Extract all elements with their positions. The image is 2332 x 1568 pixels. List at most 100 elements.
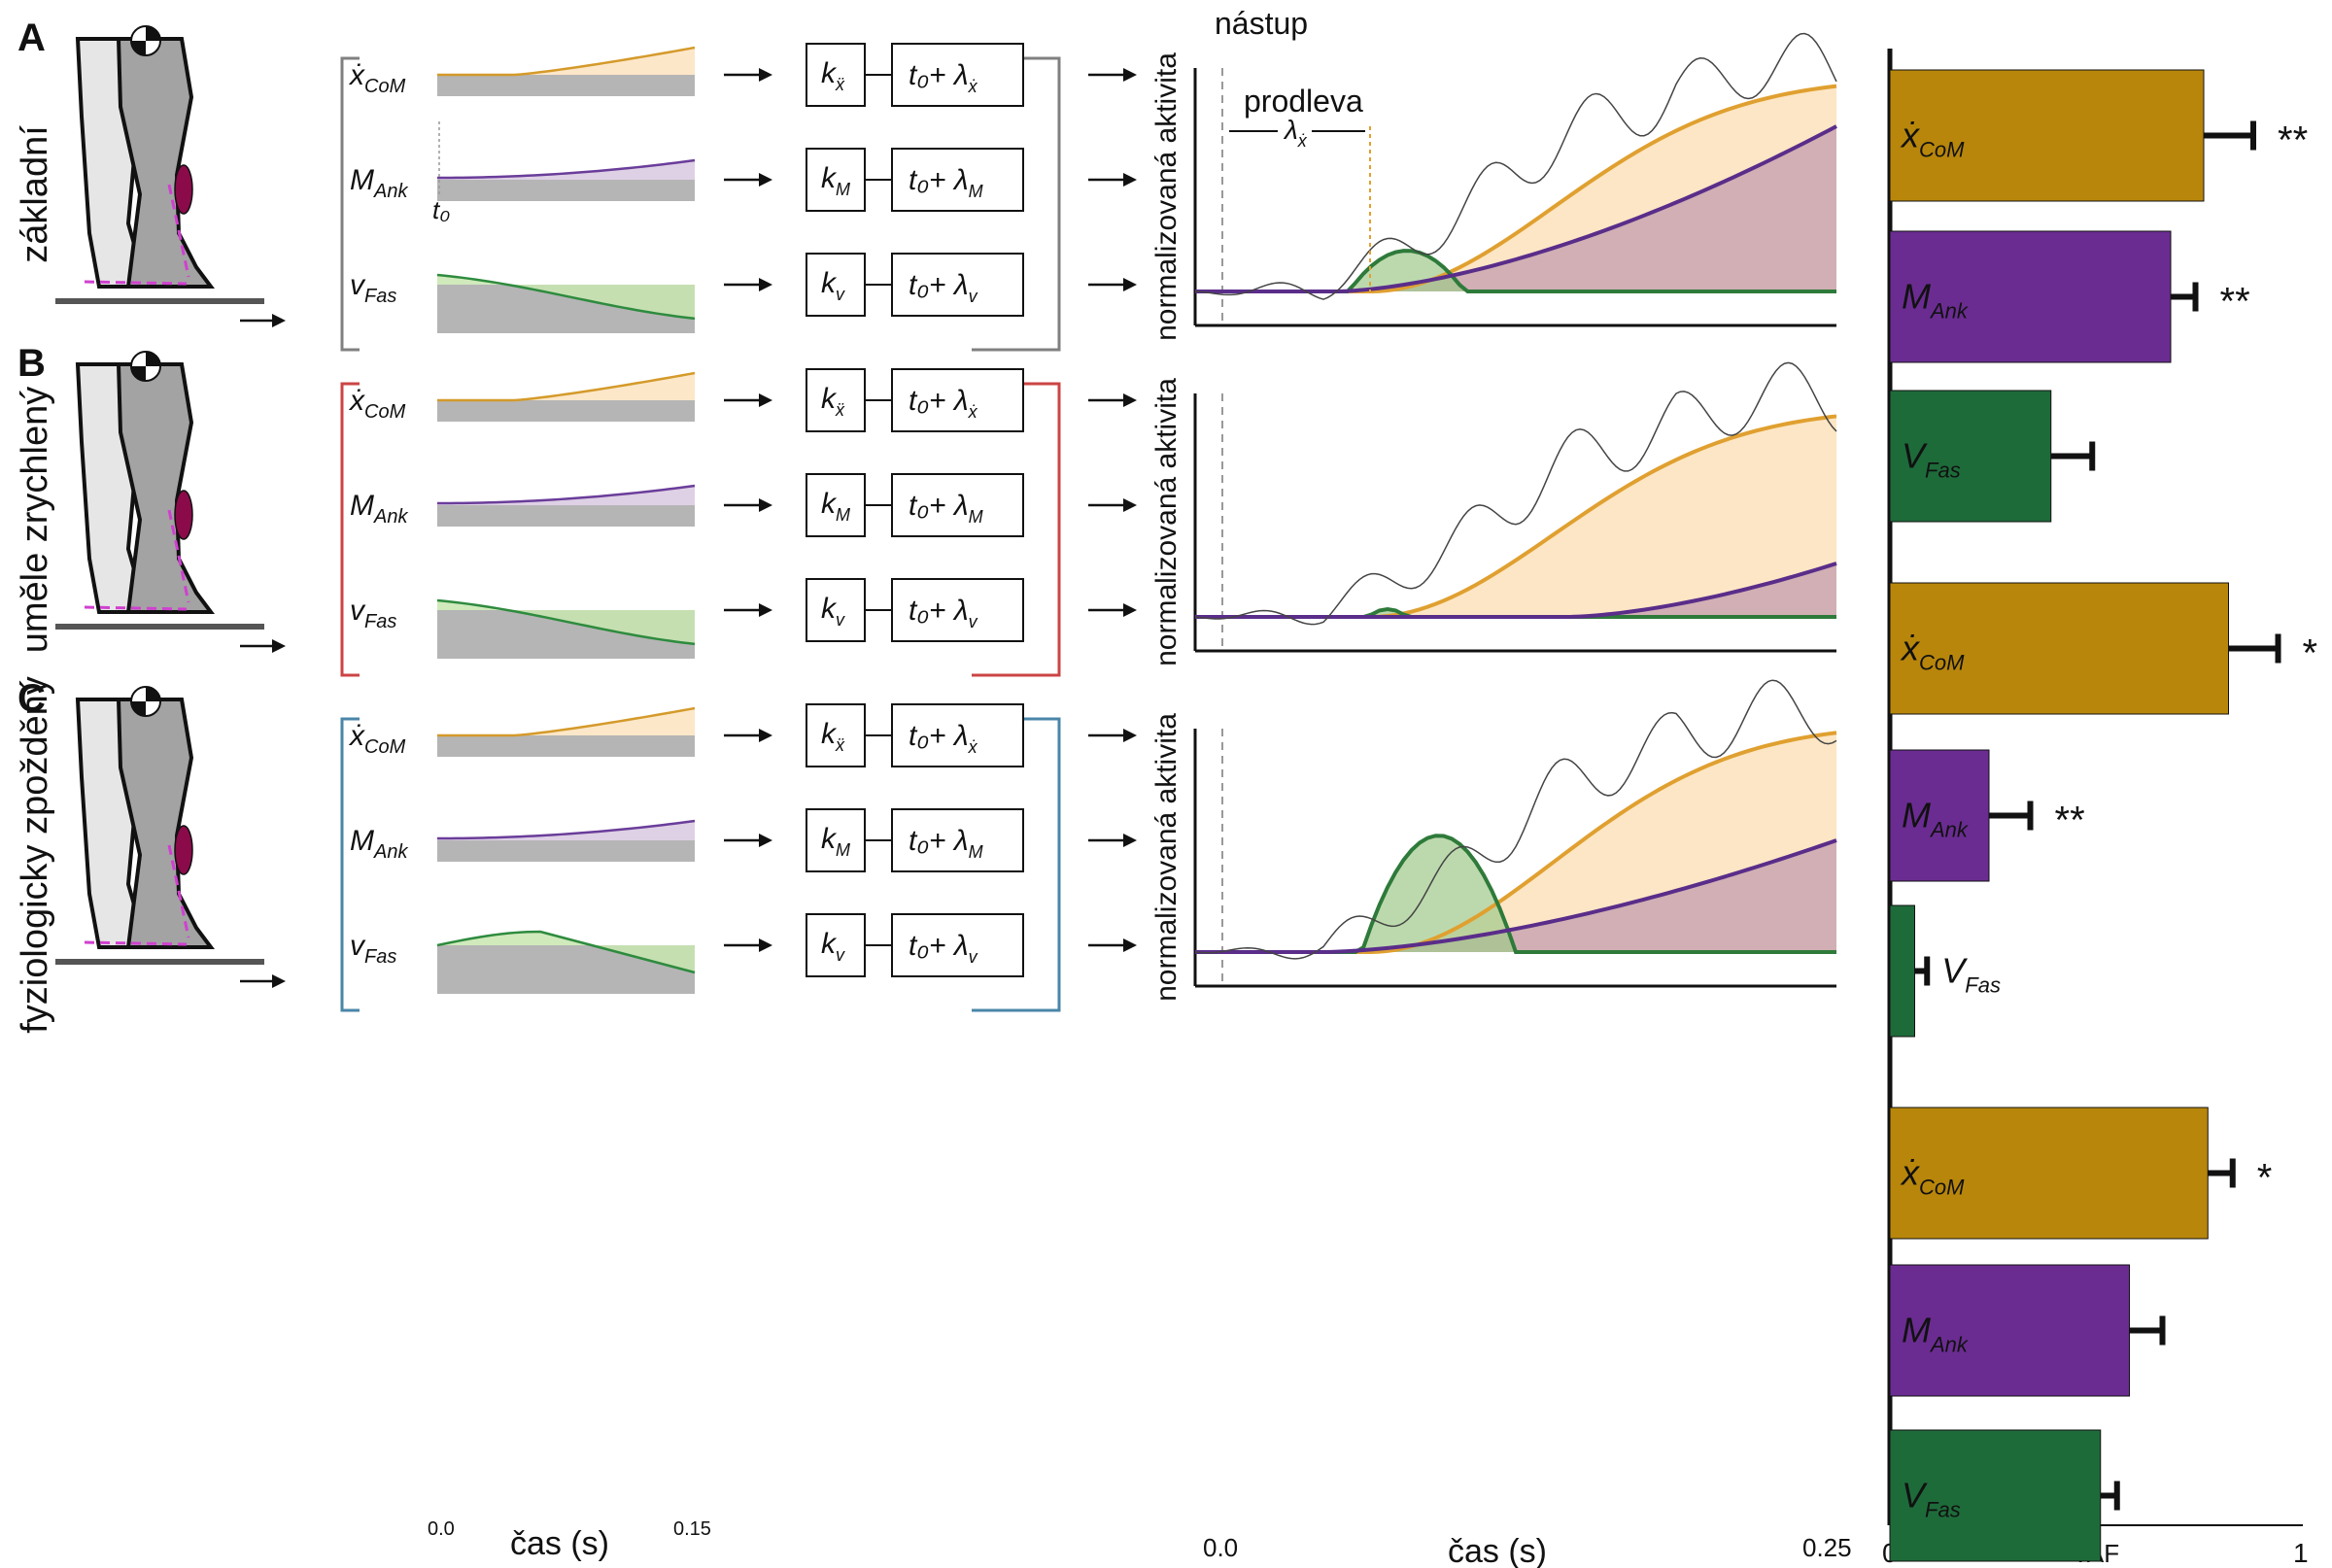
signal-trace xyxy=(436,819,696,840)
delay-label: t₀+ λv xyxy=(909,930,978,967)
ank-activity-area xyxy=(1195,126,1836,291)
delay-label: t₀+ λv xyxy=(909,269,978,306)
delay-subscript: ẋ xyxy=(968,402,978,422)
row-com: ẋCoM kẍ t₀+ λẋ xyxy=(348,368,1137,432)
arrow-to-emg-head xyxy=(1123,498,1137,512)
front-leg xyxy=(116,37,215,289)
delay-subscript: M xyxy=(969,182,983,201)
measured-emg-trace xyxy=(1194,32,1837,300)
panel-letter: A xyxy=(17,17,46,59)
delay-label: t₀+ λẋ xyxy=(909,385,978,422)
lambda-subscript: ẋ xyxy=(1297,131,1308,151)
vaf-bar: ẋCoM ** xyxy=(1889,69,2308,202)
front-leg xyxy=(116,362,215,614)
delay-subscript: M xyxy=(969,842,983,862)
signal-trace xyxy=(436,273,696,321)
row-ank: MAnk kM t₀+ λM xyxy=(350,473,1137,537)
arrow-to-emg-head xyxy=(1123,393,1137,407)
arrow-to-gain-head xyxy=(759,173,772,187)
vaf-bar-rect xyxy=(1889,230,2172,363)
vaf-bar-label-sub: Ank xyxy=(1929,299,1969,324)
panel-letter: C xyxy=(17,677,46,720)
leg-illustration xyxy=(55,25,286,327)
arrow-to-emg-head xyxy=(1123,834,1137,847)
kin-tick-start: 0.0 xyxy=(428,1518,455,1540)
signal-label: vFas xyxy=(350,269,396,307)
signal-subscript: CoM xyxy=(364,736,406,758)
baseline-fill xyxy=(437,735,695,757)
signal-trace xyxy=(436,484,696,505)
ank-activity-area xyxy=(1195,840,1836,952)
delay-box xyxy=(891,808,1024,872)
gain-box xyxy=(806,473,866,537)
gain-box xyxy=(806,913,866,977)
vaf-bar-rect xyxy=(1889,69,2205,202)
emg-plot: normalizovaná aktivita xyxy=(1150,361,1837,666)
leg-illustration xyxy=(55,686,286,988)
vaf-bar-label-sub: CoM xyxy=(1919,651,1965,675)
arrow-to-emg-head xyxy=(1123,938,1137,952)
com-quadrant-1 xyxy=(146,687,160,701)
gain-subscript: v xyxy=(836,285,845,304)
signal-area xyxy=(437,486,695,505)
row-fas: vFas kv t₀+ λv xyxy=(350,913,1137,994)
arrow-to-gain-head xyxy=(759,834,772,847)
signal-trace xyxy=(436,158,696,180)
kin-tick-end: 0.15 xyxy=(673,1518,711,1540)
gain-box xyxy=(806,808,866,872)
vaf-bar: ẋCoM * xyxy=(1889,1107,2272,1240)
significance-marker: * xyxy=(2303,632,2318,675)
com-quadrant-2 xyxy=(131,366,146,381)
ank-activity-trace xyxy=(1195,124,1837,293)
signal-subscript: Fas xyxy=(364,946,396,968)
treadmill-direction-arrow-head xyxy=(272,639,286,653)
signal-trace xyxy=(437,371,696,402)
t0-label: t₀ xyxy=(432,195,450,224)
condition-label: fyziologicky zpožděný xyxy=(15,676,55,1034)
delay-label: t₀+ λv xyxy=(909,595,978,631)
arrow-to-gain-head xyxy=(759,68,772,82)
signal-subscript: Fas xyxy=(364,286,396,307)
signal-area xyxy=(437,275,695,319)
condition-label: základní xyxy=(15,125,55,263)
gain-label: kv xyxy=(821,267,845,304)
vaf-bar: MAnk ** xyxy=(1889,230,2250,363)
gain-subscript: v xyxy=(836,610,845,630)
significance-marker: ** xyxy=(2220,281,2250,324)
signal-area xyxy=(437,932,695,972)
row-fas: vFas kv t₀+ λv xyxy=(350,253,1137,333)
row-com: ẋCoM kẍ t₀+ λẋ xyxy=(348,703,1137,767)
delay-annotation-label: prodleva xyxy=(1244,84,1363,119)
signal-area xyxy=(437,48,695,75)
gain-subscript: ẍ xyxy=(835,400,845,420)
emg-tick-start: 0.0 xyxy=(1203,1533,1238,1562)
ankle-line xyxy=(84,280,188,286)
gain-subscript: ẍ xyxy=(835,75,845,94)
arrow-to-emg-head xyxy=(1123,173,1137,187)
signal-area xyxy=(437,600,695,644)
arrow-to-gain-head xyxy=(759,603,772,617)
vaf-bar-rect xyxy=(1889,582,2229,715)
signal-area xyxy=(437,373,695,400)
treadmill-direction-arrow-head xyxy=(272,314,286,327)
delay-box xyxy=(891,253,1024,317)
kin-x-label: čas (s) xyxy=(510,1525,609,1562)
signal-label: MAnk xyxy=(350,164,408,202)
vaf-bar-label-sub: CoM xyxy=(1919,138,1965,162)
fascicle-line xyxy=(167,184,190,278)
delay-box xyxy=(891,368,1024,432)
gain-subscript: v xyxy=(836,945,845,965)
left-bracket xyxy=(340,717,360,1012)
delay-box xyxy=(891,703,1024,767)
signal-area xyxy=(437,708,695,735)
gain-box xyxy=(806,253,866,317)
gain-box xyxy=(806,703,866,767)
arrow-to-gain-head xyxy=(759,498,772,512)
emg-y-label: normalizovaná aktivita xyxy=(1150,52,1183,341)
muscle-icon xyxy=(174,825,193,875)
fascicle-line xyxy=(167,509,190,603)
measured-emg-trace xyxy=(1194,361,1837,626)
condition-label: uměle zrychlený xyxy=(15,387,55,654)
vaf-tick-1: 1 xyxy=(2293,1538,2309,1568)
